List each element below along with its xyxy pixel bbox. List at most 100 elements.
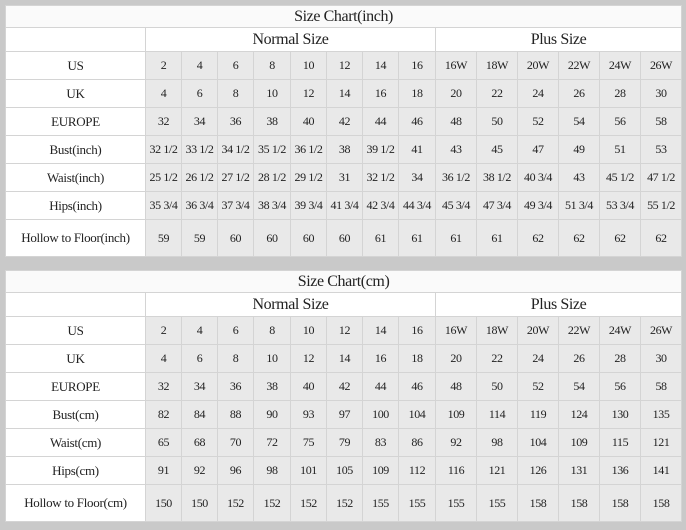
size-value-cell: 42 xyxy=(326,107,363,136)
size-value-cell: 152 xyxy=(253,484,291,522)
size-value-cell: 27 1/2 xyxy=(217,163,254,192)
size-value-cell: 43 xyxy=(435,135,477,164)
size-value-cell: 26 xyxy=(558,79,600,108)
size-value-cell: 35 1/2 xyxy=(253,135,291,164)
size-value-cell: 10 xyxy=(290,51,327,80)
size-value-cell: 18W xyxy=(476,51,518,80)
size-value-cell: 152 xyxy=(326,484,363,522)
size-value-cell: 52 xyxy=(517,372,559,401)
size-value-cell: 14 xyxy=(362,316,399,345)
size-value-cell: 14 xyxy=(326,344,363,373)
table-row: Hollow to Floor(cm) 150 150 152 152 152 152 155… xyxy=(5,484,683,522)
size-value-cell: 20 xyxy=(435,79,477,108)
size-value-cell: 47 3/4 xyxy=(476,191,518,220)
size-value-cell: 44 3/4 xyxy=(398,191,436,220)
size-value-cell: 32 1/2 xyxy=(362,163,399,192)
size-value-cell: 130 xyxy=(599,400,641,429)
size-value-cell: 20W xyxy=(517,316,559,345)
size-value-cell: 109 xyxy=(435,400,477,429)
size-value-cell: 39 3/4 xyxy=(290,191,327,220)
size-value-cell: 35 3/4 xyxy=(145,191,182,220)
size-value-cell: 126 xyxy=(517,456,559,485)
size-value-cell: 60 xyxy=(253,219,291,257)
size-value-cell: 18 xyxy=(398,344,436,373)
table-row: EUROPE 32 34 36 38 40 42 44 46 48 50 52 54 56 58 xyxy=(5,372,683,401)
size-value-cell: 30 xyxy=(639,79,683,108)
size-value-cell: 24W xyxy=(599,316,641,345)
row-label: Hips(cm) xyxy=(5,456,146,485)
size-value-cell: 18W xyxy=(476,316,518,345)
table-row: Hips(cm) 91 92 96 98 101 105 109 112 116 121 126 131… xyxy=(5,456,683,485)
size-value-cell: 20 xyxy=(435,344,477,373)
row-label: Hollow to Floor(cm) xyxy=(5,484,146,522)
corner-cell xyxy=(5,27,146,52)
table-row: UK 4 6 8 10 12 14 16 18 20 22 24 26 28 30 xyxy=(5,79,683,108)
row-label: EUROPE xyxy=(5,372,146,401)
size-value-cell: 16W xyxy=(435,316,477,345)
plus-size-header: Plus Size xyxy=(434,27,683,52)
size-value-cell: 42 3/4 xyxy=(362,191,399,220)
size-value-cell: 16 xyxy=(398,316,436,345)
size-value-cell: 75 xyxy=(290,428,327,457)
size-value-cell: 135 xyxy=(639,400,683,429)
size-value-cell: 34 xyxy=(181,107,218,136)
table-row: Waist(cm) 65 68 70 72 75 79 83 86 92 98 104 109 115 12… xyxy=(5,428,683,457)
size-value-cell: 38 xyxy=(326,135,363,164)
size-value-cell: 62 xyxy=(517,219,559,257)
size-value-cell: 152 xyxy=(290,484,327,522)
table-row: US 2 4 6 8 10 12 14 16 16W 18W 20W 22W 24W 26W xyxy=(5,316,683,345)
size-value-cell: 56 xyxy=(599,107,641,136)
size-value-cell: 6 xyxy=(181,344,218,373)
size-value-cell: 6 xyxy=(217,51,254,80)
size-value-cell: 25 1/2 xyxy=(145,163,182,192)
size-value-cell: 18 xyxy=(398,79,436,108)
size-value-cell: 109 xyxy=(362,456,399,485)
size-value-cell: 10 xyxy=(290,316,327,345)
table-row: US 2 4 6 8 10 12 14 16 16W 18W 20W 22W 24W 26W xyxy=(5,51,683,80)
size-value-cell: 121 xyxy=(476,456,518,485)
size-value-cell: 44 xyxy=(362,372,399,401)
size-value-cell: 79 xyxy=(326,428,363,457)
size-value-cell: 38 3/4 xyxy=(253,191,291,220)
row-label: EUROPE xyxy=(5,107,146,136)
size-value-cell: 31 xyxy=(326,163,363,192)
size-value-cell: 6 xyxy=(217,316,254,345)
size-value-cell: 24W xyxy=(599,51,641,80)
size-value-cell: 158 xyxy=(639,484,683,522)
size-value-cell: 101 xyxy=(290,456,327,485)
size-value-cell: 8 xyxy=(217,344,254,373)
size-value-cell: 121 xyxy=(639,428,683,457)
size-value-cell: 83 xyxy=(362,428,399,457)
size-value-cell: 8 xyxy=(217,79,254,108)
size-value-cell: 28 xyxy=(599,79,641,108)
size-value-cell: 4 xyxy=(181,51,218,80)
size-value-cell: 72 xyxy=(253,428,291,457)
size-value-cell: 124 xyxy=(558,400,600,429)
table-row: Hollow to Floor(inch) 59 59 60 60 60 60 61 61 61 6… xyxy=(5,219,683,257)
size-value-cell: 52 xyxy=(517,107,559,136)
size-value-cell: 92 xyxy=(435,428,477,457)
size-value-cell: 22W xyxy=(558,316,600,345)
size-value-cell: 28 1/2 xyxy=(253,163,291,192)
size-value-cell: 38 1/2 xyxy=(476,163,518,192)
size-value-cell: 155 xyxy=(398,484,436,522)
size-value-cell: 6 xyxy=(181,79,218,108)
size-value-cell: 50 xyxy=(476,107,518,136)
size-value-cell: 53 xyxy=(639,135,683,164)
table-row: EUROPE 32 34 36 38 40 42 44 46 48 50 52 54 56 58 xyxy=(5,107,683,136)
size-value-cell: 62 xyxy=(599,219,641,257)
size-value-cell: 33 1/2 xyxy=(181,135,218,164)
normal-size-header: Normal Size xyxy=(145,292,436,317)
size-value-cell: 155 xyxy=(476,484,518,522)
size-value-cell: 62 xyxy=(639,219,683,257)
size-value-cell: 8 xyxy=(253,316,291,345)
size-value-cell: 12 xyxy=(326,51,363,80)
size-value-cell: 26 xyxy=(558,344,600,373)
size-value-cell: 26W xyxy=(639,316,683,345)
size-value-cell: 10 xyxy=(253,79,291,108)
size-value-cell: 22W xyxy=(558,51,600,80)
size-value-cell: 114 xyxy=(476,400,518,429)
row-label: UK xyxy=(5,79,146,108)
size-value-cell: 22 xyxy=(476,344,518,373)
size-value-cell: 2 xyxy=(145,316,182,345)
